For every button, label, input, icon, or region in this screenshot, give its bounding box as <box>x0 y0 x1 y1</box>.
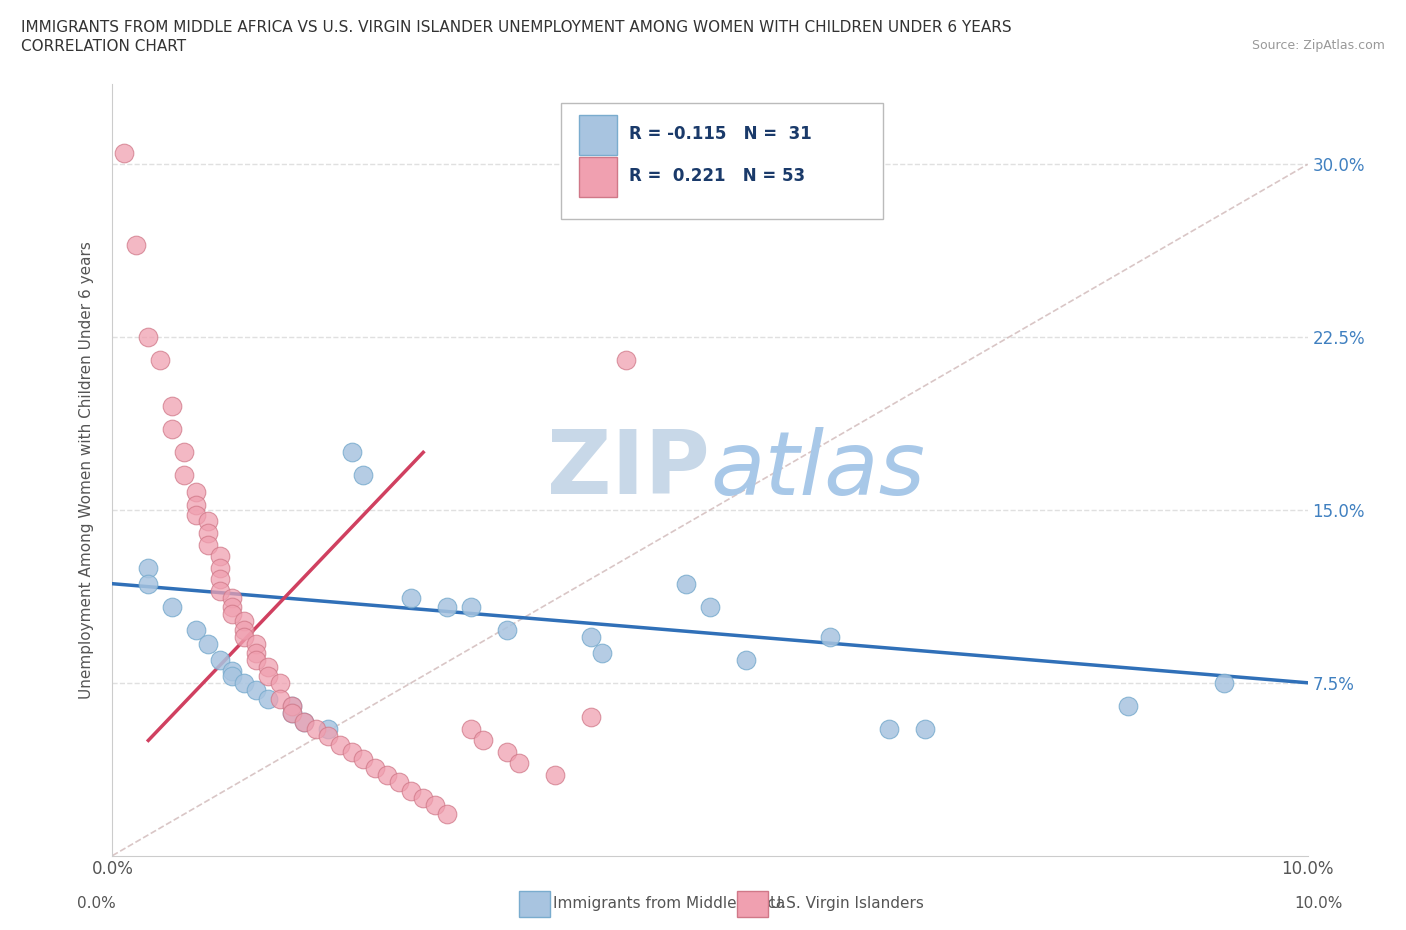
Point <box>245 645 267 660</box>
Point <box>496 622 519 637</box>
Point <box>914 722 936 737</box>
Point <box>818 630 841 644</box>
Text: U.S. Virgin Islanders: U.S. Virgin Islanders <box>770 897 924 911</box>
Point <box>281 705 304 720</box>
Text: atlas: atlas <box>710 427 925 512</box>
Point <box>186 622 208 637</box>
Text: Source: ZipAtlas.com: Source: ZipAtlas.com <box>1251 39 1385 52</box>
Point <box>221 591 243 605</box>
Y-axis label: Unemployment Among Women with Children Under 6 years: Unemployment Among Women with Children U… <box>79 241 94 698</box>
Point <box>138 330 160 345</box>
Point <box>221 599 243 614</box>
Point <box>162 422 183 437</box>
Point <box>281 698 304 713</box>
Point <box>209 583 232 598</box>
Point <box>316 722 339 737</box>
FancyBboxPatch shape <box>579 114 617 154</box>
Point <box>699 599 721 614</box>
Text: 0.0%: 0.0% <box>77 897 117 911</box>
Point <box>186 498 208 512</box>
Text: R =  0.221   N = 53: R = 0.221 N = 53 <box>628 167 804 185</box>
Point <box>173 468 195 483</box>
Point <box>257 669 280 684</box>
Point <box>592 645 614 660</box>
Point <box>388 775 411 790</box>
Text: Immigrants from Middle Africa: Immigrants from Middle Africa <box>553 897 785 911</box>
Point <box>233 675 256 690</box>
Text: R = -0.115   N =  31: R = -0.115 N = 31 <box>628 125 811 143</box>
Point <box>149 352 172 367</box>
Point <box>1213 675 1236 690</box>
Text: CORRELATION CHART: CORRELATION CHART <box>21 39 186 54</box>
Point <box>186 485 208 499</box>
Point <box>245 652 267 667</box>
Point <box>543 767 565 782</box>
Point <box>292 714 315 729</box>
Point <box>138 560 160 575</box>
Point <box>269 692 291 707</box>
Point <box>233 613 256 628</box>
FancyBboxPatch shape <box>561 103 883 219</box>
Point <box>221 664 243 679</box>
Point <box>114 145 135 160</box>
Point <box>496 745 519 760</box>
Point <box>436 599 458 614</box>
Point <box>209 549 232 564</box>
Point <box>305 722 328 737</box>
Text: ZIP: ZIP <box>547 426 710 513</box>
Point <box>401 784 423 799</box>
Point <box>579 630 602 644</box>
Point <box>281 698 304 713</box>
Point <box>209 560 232 575</box>
Point <box>197 636 219 651</box>
Point <box>233 630 256 644</box>
Point <box>209 572 232 587</box>
FancyBboxPatch shape <box>579 157 617 197</box>
Point <box>197 538 219 552</box>
Point <box>340 445 363 459</box>
Point <box>364 761 387 776</box>
Point <box>162 599 183 614</box>
Point <box>257 659 280 674</box>
Point <box>436 806 458 821</box>
Point <box>579 710 602 724</box>
Point <box>209 652 232 667</box>
Point <box>1118 698 1140 713</box>
Point <box>616 352 638 367</box>
Point <box>675 577 697 591</box>
Point <box>257 692 280 707</box>
Point <box>162 399 183 414</box>
Point <box>245 683 267 698</box>
Point <box>281 705 304 720</box>
Point <box>508 756 530 771</box>
Text: IMMIGRANTS FROM MIDDLE AFRICA VS U.S. VIRGIN ISLANDER UNEMPLOYMENT AMONG WOMEN W: IMMIGRANTS FROM MIDDLE AFRICA VS U.S. VI… <box>21 20 1012 35</box>
Point <box>197 525 219 540</box>
Point <box>353 468 375 483</box>
Text: 10.0%: 10.0% <box>1295 897 1343 911</box>
Point <box>472 733 495 748</box>
Point <box>292 714 315 729</box>
Point <box>460 599 482 614</box>
Point <box>340 745 363 760</box>
Point <box>377 767 399 782</box>
Point <box>138 577 160 591</box>
Point <box>735 652 758 667</box>
Point <box>186 507 208 522</box>
Point <box>879 722 901 737</box>
Point <box>353 751 375 766</box>
Point <box>425 797 447 812</box>
Point <box>460 722 482 737</box>
Point <box>401 591 423 605</box>
Point <box>245 636 267 651</box>
Point <box>221 669 243 684</box>
Point <box>173 445 195 459</box>
Point <box>221 606 243 621</box>
Point <box>269 675 291 690</box>
Point <box>316 728 339 743</box>
Point <box>412 790 434 805</box>
Point <box>233 622 256 637</box>
Point <box>329 737 352 752</box>
Point <box>125 237 148 252</box>
Point <box>197 514 219 529</box>
